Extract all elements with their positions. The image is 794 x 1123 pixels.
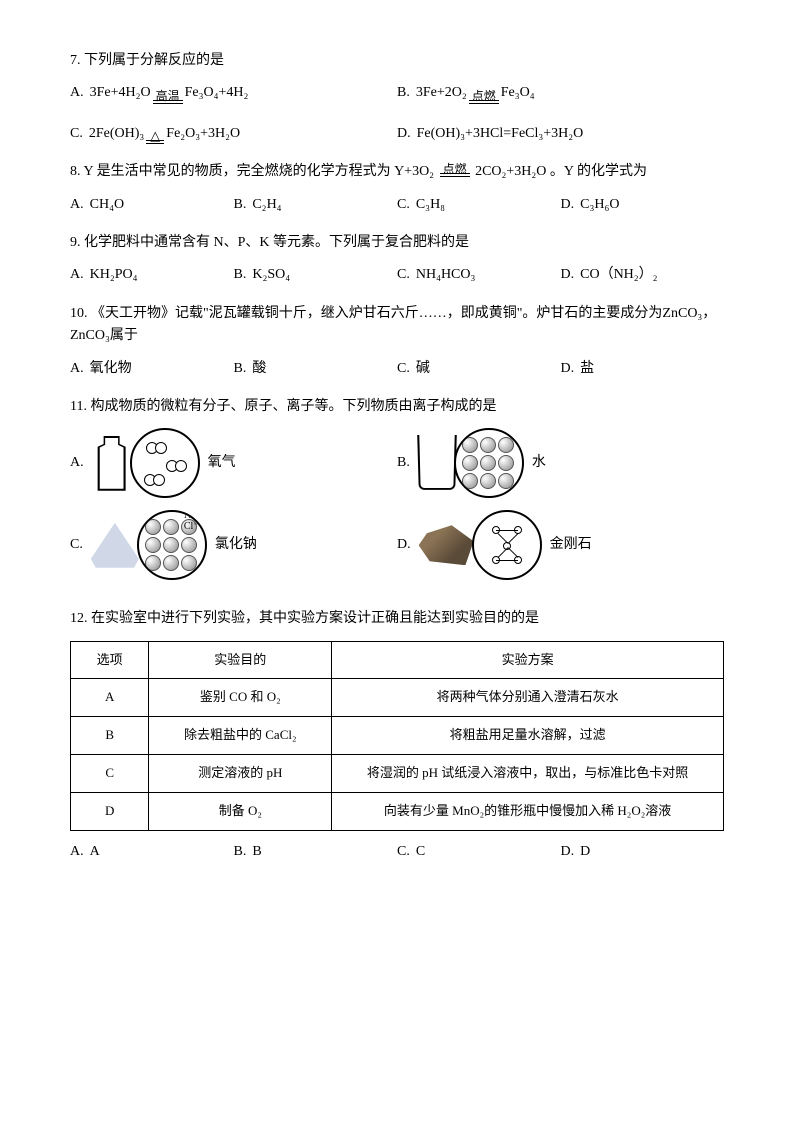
bottle-icon <box>92 436 132 491</box>
eq-left: 2Fe(OH)₃ <box>89 123 144 145</box>
q12-option-c[interactable]: C.C <box>397 841 561 863</box>
q10-text: 10. 《天工开物》记载"泥瓦罐载铜十斤，继入炉甘石六斤……，即成黄铜"。炉甘石… <box>70 303 724 348</box>
question-7: 7. 下列属于分解反应的是 A. 3Fe+4H₂O 高温 Fe₃O₄+4H₂ B… <box>70 50 724 145</box>
header-purpose: 实验目的 <box>149 641 332 679</box>
table-row: B 除去粗盐中的 CaCl₂ 将粗盐用足量水溶解，过滤 <box>71 717 724 755</box>
q9-option-b[interactable]: B.K₂SO₄ <box>234 264 398 286</box>
question-12: 12. 在实验室中进行下列实验，其中实验方案设计正确且能达到实验目的的是 选项 … <box>70 608 724 863</box>
q7-text: 7. 下列属于分解反应的是 <box>70 50 724 72</box>
question-11: 11. 构成物质的微粒有分子、原子、离子等。下列物质由离子构成的是 A. 氧气 … <box>70 396 724 592</box>
q8-option-d[interactable]: D.C₃H₆O <box>561 194 725 216</box>
q10-option-d[interactable]: D.盐 <box>561 358 725 380</box>
equation: 3Fe+2O₂ 点燃 Fe₃O₄ <box>416 82 535 104</box>
equation: 3Fe+4H₂O 高温 Fe₃O₄+4H₂ <box>90 82 249 104</box>
eq-condition: 高温 <box>153 90 183 103</box>
q7-option-a[interactable]: A. 3Fe+4H₂O 高温 Fe₃O₄+4H₂ <box>70 82 397 104</box>
q8-option-b[interactable]: B.C₂H₄ <box>234 194 398 216</box>
question-9: 9. 化学肥料中通常含有 N、P、K 等元素。下列属于复合肥料的是 A.KH₂P… <box>70 232 724 287</box>
q7-option-d[interactable]: D. Fe(OH)₃+3HCl=FeCl₃+3H₂O <box>397 123 724 145</box>
option-label: 氧气 <box>208 452 236 474</box>
q12-option-b[interactable]: B.B <box>234 841 398 863</box>
opt-letter: A. <box>70 82 84 104</box>
eq-right: Fe₃O₄+4H₂ <box>185 82 249 104</box>
opt-letter: D. <box>397 123 411 145</box>
q11-option-d[interactable]: D. <box>397 510 724 580</box>
q7-option-c[interactable]: C. 2Fe(OH)₃ △ Fe₂O₃+3H₂O <box>70 123 397 145</box>
table-row: D 制备 O₂ 向装有少量 MnO₂的锥形瓶中慢慢加入稀 H₂O₂溶液 <box>71 792 724 830</box>
header-plan: 实验方案 <box>332 641 724 679</box>
diagram-nacl: Na⁺ Cl⁻ <box>91 510 207 580</box>
eq-condition: 点燃 <box>469 90 499 103</box>
q12-option-a[interactable]: A.A <box>70 841 234 863</box>
q12-text: 12. 在实验室中进行下列实验，其中实验方案设计正确且能达到实验目的的是 <box>70 608 724 630</box>
diagram-diamond <box>419 510 542 580</box>
eq-text: Fe(OH)₃+3HCl=FeCl₃+3H₂O <box>417 123 584 145</box>
q8-text: 8. Y 是生活中常见的物质，完全燃烧的化学方程式为 Y+3O₂ 点燃 2CO₂… <box>70 161 724 183</box>
option-label: 金刚石 <box>550 534 592 556</box>
eq-left: 3Fe+4H₂O <box>90 82 151 104</box>
eq-right: Fe₃O₄ <box>501 82 535 104</box>
header-option: 选项 <box>71 641 149 679</box>
eq-left: 3Fe+2O₂ <box>416 82 467 104</box>
q10-option-c[interactable]: C.碱 <box>397 358 561 380</box>
rock-icon <box>419 525 474 565</box>
q9-text: 9. 化学肥料中通常含有 N、P、K 等元素。下列属于复合肥料的是 <box>70 232 724 254</box>
eq-right: Fe₂O₃+3H₂O <box>166 123 240 145</box>
opt-letter: C. <box>70 123 83 145</box>
q9-option-c[interactable]: C.NH₄HCO₃ <box>397 264 561 286</box>
question-8: 8. Y 是生活中常见的物质，完全燃烧的化学方程式为 Y+3O₂ 点燃 2CO₂… <box>70 161 724 216</box>
table-row: A 鉴别 CO 和 O₂ 将两种气体分别通入澄清石灰水 <box>71 679 724 717</box>
table-header-row: 选项 实验目的 实验方案 <box>71 641 724 679</box>
q9-option-d[interactable]: D.CO（NH₂）₂ <box>561 264 725 286</box>
q8-option-a[interactable]: A.CH₄O <box>70 194 234 216</box>
eq-condition: △ <box>146 129 164 143</box>
diagram-water <box>418 428 524 498</box>
q10-option-b[interactable]: B.酸 <box>234 358 398 380</box>
q9-option-a[interactable]: A.KH₂PO₄ <box>70 264 234 286</box>
q7-option-b[interactable]: B. 3Fe+2O₂ 点燃 Fe₃O₄ <box>397 82 724 104</box>
opt-letter: B. <box>397 82 410 104</box>
question-10: 10. 《天工开物》记载"泥瓦罐载铜十斤，继入炉甘石六斤……，即成黄铜"。炉甘石… <box>70 303 724 380</box>
q12-option-d[interactable]: D.D <box>561 841 725 863</box>
q11-option-b[interactable]: B. 水 <box>397 428 724 498</box>
salt-pile-icon <box>91 523 139 568</box>
option-label: 水 <box>532 452 546 474</box>
q11-text: 11. 构成物质的微粒有分子、原子、离子等。下列物质由离子构成的是 <box>70 396 724 418</box>
diagram-oxygen <box>92 428 200 498</box>
table-row: C 测定溶液的 pH 将湿润的 pH 试纸浸入溶液中，取出，与标准比色卡对照 <box>71 755 724 793</box>
cup-icon <box>417 435 457 490</box>
q8-option-c[interactable]: C.C₃H₈ <box>397 194 561 216</box>
q11-option-a[interactable]: A. 氧气 <box>70 428 397 498</box>
equation: 2Fe(OH)₃ △ Fe₂O₃+3H₂O <box>89 123 240 145</box>
q11-option-c[interactable]: C. Na⁺ Cl⁻ 氯化钠 <box>70 510 397 580</box>
option-label: 氯化钠 <box>215 534 257 556</box>
experiment-table: 选项 实验目的 实验方案 A 鉴别 CO 和 O₂ 将两种气体分别通入澄清石灰水… <box>70 641 724 831</box>
q10-option-a[interactable]: A.氧化物 <box>70 358 234 380</box>
eq-condition: 点燃 <box>440 163 470 176</box>
